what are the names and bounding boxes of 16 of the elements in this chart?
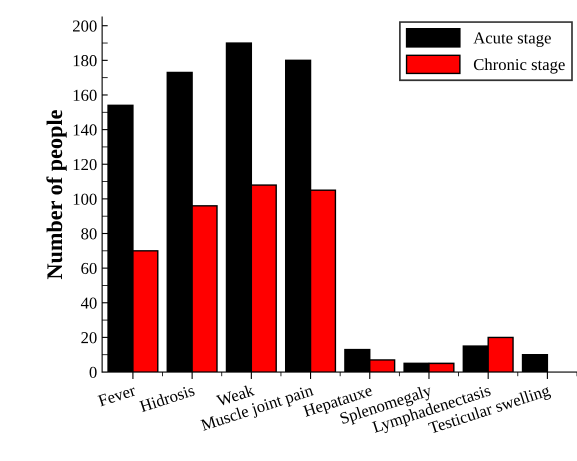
y-tick-label: 60 [81, 262, 97, 274]
y-tick-label: 80 [81, 228, 97, 240]
legend-label: Chronic stage [474, 58, 565, 74]
y-tick-label: 0 [90, 366, 97, 378]
legend-label: Acute stage [473, 32, 551, 47]
y-tick-label: 100 [74, 194, 97, 205]
y-tick-label: 160 [74, 90, 97, 101]
y-tick-label: 40 [80, 297, 97, 309]
y-tick-label: 200 [73, 20, 97, 32]
y-tick-label: 140 [74, 124, 97, 136]
y-tick-label: 20 [81, 332, 97, 344]
y-axis-title: Number of people [46, 110, 67, 280]
x-tick-label: Fever [97, 384, 136, 407]
x-tick-label: Hidrosis [138, 384, 196, 412]
y-tick-label: 120 [74, 158, 97, 170]
y-tick-label: 180 [74, 55, 97, 66]
